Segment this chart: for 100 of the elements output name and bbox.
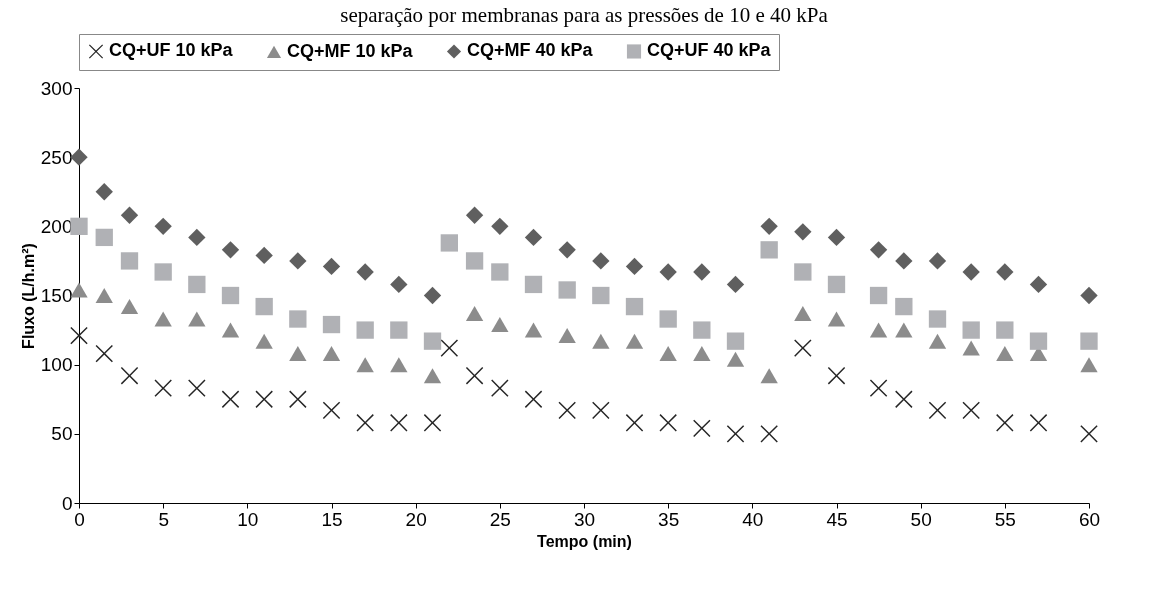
point (221, 286, 240, 305)
point (592, 286, 610, 305)
point (895, 322, 913, 338)
point (962, 340, 980, 356)
point (356, 321, 374, 339)
point (465, 252, 484, 270)
point (255, 390, 273, 408)
y-tick-label: 50 (51, 423, 73, 445)
point (760, 217, 778, 235)
point (255, 246, 273, 265)
y-tick-label: 250 (40, 146, 73, 168)
point (95, 344, 113, 363)
point (1080, 332, 1098, 350)
x-tick-label: 10 (237, 508, 259, 530)
point (659, 414, 677, 432)
point (693, 263, 711, 281)
point (465, 206, 484, 224)
point (869, 322, 888, 338)
point (390, 275, 408, 294)
point (465, 305, 484, 321)
point (440, 234, 458, 252)
point (188, 379, 206, 397)
point (693, 346, 711, 362)
point (625, 414, 644, 432)
point (895, 390, 913, 408)
legend-label: CQ+UF 10 kPa (109, 40, 234, 61)
point (356, 263, 374, 281)
point (1029, 332, 1048, 350)
point (962, 321, 980, 339)
point (928, 333, 947, 349)
x-tick-label: 15 (321, 508, 343, 530)
point (869, 241, 888, 259)
point (524, 322, 543, 338)
point (188, 228, 206, 247)
point (289, 252, 307, 270)
point (70, 148, 88, 166)
point (693, 321, 711, 339)
point (70, 326, 88, 345)
point (423, 368, 442, 384)
point (524, 390, 543, 408)
point (558, 241, 576, 259)
y-tick-label: 100 (40, 354, 73, 376)
point (760, 241, 778, 259)
point (423, 286, 442, 305)
point (491, 317, 509, 333)
point (558, 401, 576, 419)
y-tick-label: 200 (40, 215, 73, 237)
x-axis-title: Tempo (min) (537, 532, 632, 550)
point (794, 223, 812, 241)
point (423, 414, 442, 432)
point (356, 414, 374, 432)
point (996, 414, 1014, 432)
point (322, 346, 341, 362)
x-tick-label: 50 (910, 508, 932, 530)
point (465, 367, 484, 385)
point (726, 275, 745, 294)
point (592, 333, 610, 349)
point (221, 322, 240, 338)
point (289, 310, 307, 328)
x-tick-label: 40 (742, 508, 764, 530)
point (827, 275, 846, 294)
point (1029, 414, 1048, 432)
point (491, 379, 509, 397)
x-tick-label: 5 (158, 508, 169, 530)
y-tick-label: 0 (61, 492, 73, 514)
point (726, 351, 745, 367)
point (794, 305, 812, 321)
point (188, 311, 206, 327)
point (625, 257, 644, 276)
point (322, 257, 341, 276)
point (255, 333, 273, 349)
point (95, 183, 113, 201)
point (928, 401, 947, 419)
legend-label: CQ+MF 40 kPa (467, 40, 594, 61)
point (95, 288, 113, 303)
point (1029, 275, 1048, 294)
point (255, 297, 273, 316)
point (869, 379, 888, 397)
point (895, 297, 913, 316)
point (659, 310, 677, 328)
point (592, 252, 610, 270)
point (962, 401, 980, 419)
point (221, 241, 240, 259)
point (962, 263, 980, 281)
point (154, 263, 172, 281)
point (928, 310, 947, 328)
point (693, 419, 711, 437)
point (154, 379, 172, 397)
point (95, 228, 113, 247)
point (322, 401, 341, 419)
point (760, 368, 778, 384)
point (1080, 425, 1098, 443)
point (760, 425, 778, 443)
x-tick-label: 30 (573, 508, 596, 530)
point (996, 321, 1014, 339)
point (120, 252, 139, 270)
point (996, 263, 1014, 281)
point (120, 206, 139, 224)
point (625, 297, 644, 316)
point (827, 228, 846, 247)
